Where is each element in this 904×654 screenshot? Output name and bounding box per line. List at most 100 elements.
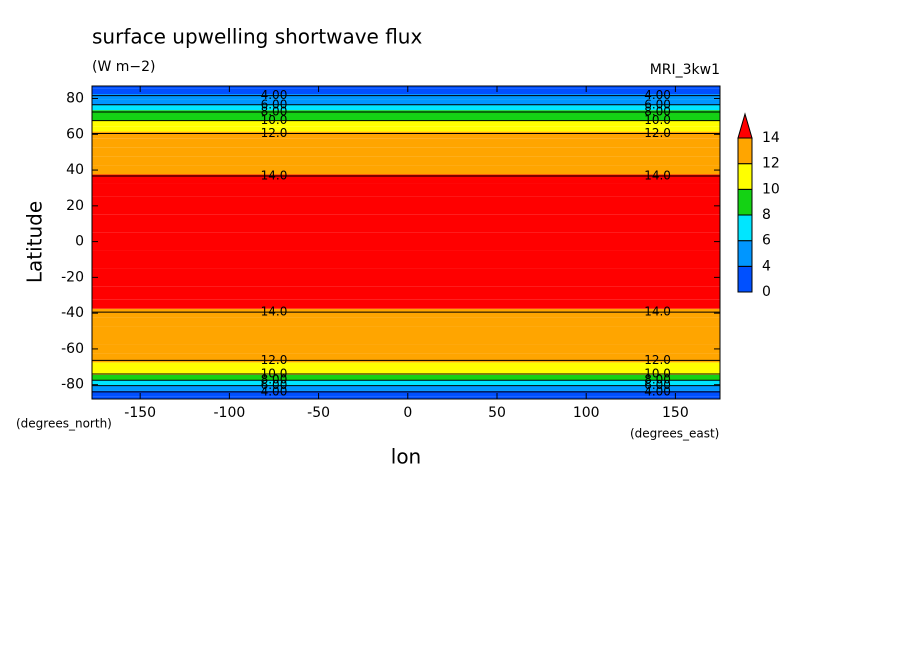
contour-label: 10.0 — [261, 113, 288, 127]
y-tick-label: -80 — [61, 377, 84, 393]
flux-band — [92, 380, 720, 386]
y-tick-label: 40 — [66, 162, 84, 178]
y-tick-label: 20 — [66, 198, 84, 214]
flux-band — [92, 250, 720, 269]
x-tick-label: -50 — [307, 405, 330, 421]
flux-band — [92, 232, 720, 251]
contour-label: 4.00 — [261, 384, 288, 398]
flux-band — [92, 86, 720, 89]
colorbar-box — [737, 188, 753, 216]
x-tick-label: -150 — [124, 405, 156, 421]
colorbar-label: 10 — [762, 181, 780, 197]
y-axis-label: Latitude — [23, 201, 47, 283]
flux-band — [92, 94, 720, 100]
flux-band — [92, 115, 720, 121]
flux-band — [92, 196, 720, 215]
flux-band — [92, 335, 720, 345]
flux-band — [92, 268, 720, 287]
flux-band — [92, 374, 720, 381]
x-units: (degrees_east) — [630, 427, 719, 441]
chart-subtitle: (W m−2) — [92, 59, 156, 75]
flux-band — [92, 369, 720, 375]
contour-label: 8.00 — [261, 373, 288, 387]
contour-label: 14.0 — [644, 169, 671, 183]
y-tick-label: 60 — [66, 126, 84, 142]
flux-band — [92, 126, 720, 132]
flux-band — [92, 131, 720, 139]
flux-band — [92, 362, 720, 370]
contour-label: 8.00 — [644, 105, 671, 119]
contour-label: 10.0 — [644, 113, 671, 127]
flux-band — [92, 308, 720, 318]
contour-label: 12.0 — [644, 353, 671, 367]
flux-band — [92, 353, 720, 363]
flux-band — [92, 390, 720, 397]
contour-label: 4.00 — [644, 384, 671, 398]
contour-label: 14.0 — [261, 305, 288, 319]
flux-band — [92, 165, 720, 175]
flux-band — [92, 174, 720, 184]
model-name: MRI_3kw1 — [650, 62, 720, 78]
colorbar-box — [737, 163, 753, 190]
flux-band — [92, 183, 720, 197]
flux-band — [92, 385, 720, 391]
contour-label: 12.0 — [261, 353, 288, 367]
flux-band — [92, 286, 720, 300]
colorbar-box — [737, 214, 753, 242]
y-units: (degrees_north) — [16, 417, 112, 431]
flux-band — [92, 214, 720, 233]
contour-label: 14.0 — [261, 169, 288, 183]
x-tick-label: 150 — [662, 405, 689, 421]
colorbar-label: 0 — [762, 284, 771, 300]
x-tick-label: -100 — [213, 405, 245, 421]
y-tick-label: -20 — [61, 269, 84, 285]
flux-band — [92, 110, 720, 116]
flux-band — [92, 99, 720, 105]
contour-label: 14.0 — [644, 305, 671, 319]
flux-band — [92, 147, 720, 157]
x-tick-label: 50 — [488, 405, 506, 421]
contour-label: 10.0 — [644, 366, 671, 380]
contour-label: 6.00 — [261, 97, 288, 111]
contour-label: 10.0 — [261, 366, 288, 380]
contour-label: 8.00 — [261, 105, 288, 119]
y-tick-label: 80 — [66, 91, 84, 107]
x-tick-label: 0 — [403, 405, 412, 421]
y-tick-label: 0 — [75, 234, 84, 250]
colorbar-label: 12 — [762, 156, 780, 172]
flux-band — [92, 88, 720, 95]
contour-label: 6.00 — [261, 378, 288, 392]
contour-label: 4.00 — [261, 88, 288, 102]
contour-label: 12.0 — [644, 126, 671, 140]
y-tick-label: -40 — [61, 305, 84, 321]
colorbar-label: 6 — [762, 233, 771, 249]
contour-label: 12.0 — [261, 126, 288, 140]
x-tick-label: 100 — [573, 405, 600, 421]
colorbar-label: 4 — [762, 258, 771, 274]
flux-band — [92, 104, 720, 111]
flux-band — [92, 138, 720, 148]
colorbar-extend — [737, 112, 753, 139]
colorbar-box — [737, 137, 753, 165]
colorbar-box — [737, 265, 753, 293]
colorbar-label: 14 — [762, 130, 780, 146]
chart-title: surface upwelling shortwave flux — [92, 25, 422, 49]
flux-band — [92, 299, 720, 309]
flux-band — [92, 344, 720, 354]
plot-frame — [91, 85, 721, 400]
colorbar-box — [737, 240, 753, 267]
contour-label: 6.00 — [644, 378, 671, 392]
flux-band — [92, 326, 720, 336]
contour-label: 8.00 — [644, 373, 671, 387]
contour-label: 6.00 — [644, 97, 671, 111]
contour-label: 4.00 — [644, 88, 671, 102]
x-axis-label: lon — [391, 445, 421, 469]
flux-band — [92, 120, 720, 127]
flux-band — [92, 396, 720, 399]
y-tick-label: -60 — [61, 341, 84, 357]
flux-band — [92, 317, 720, 327]
colorbar-label: 8 — [762, 207, 771, 223]
flux-band — [92, 156, 720, 166]
